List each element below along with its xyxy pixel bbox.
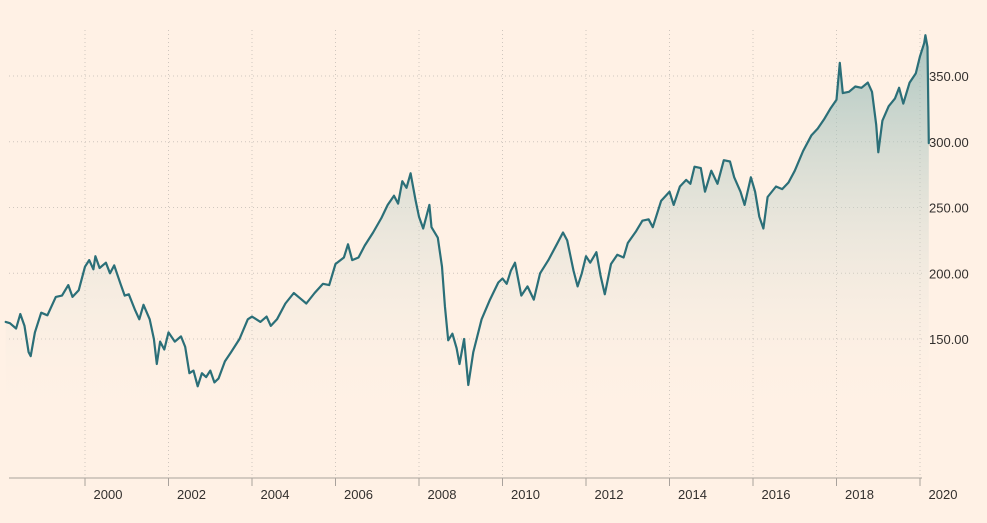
- x-tick-label: 2002: [177, 487, 206, 502]
- x-tick-label: 2006: [344, 487, 373, 502]
- x-tick-label: 2016: [762, 487, 791, 502]
- y-tick-label: 200.00: [929, 266, 969, 281]
- area-fill-layer: [5, 35, 929, 420]
- x-tick-label: 2004: [261, 487, 290, 502]
- y-tick-label: 150.00: [929, 332, 969, 347]
- x-tick-label: 2012: [595, 487, 624, 502]
- y-tick-label: 300.00: [929, 135, 969, 150]
- series-line: [4, 34, 930, 388]
- x-tick-label: 2010: [511, 487, 540, 502]
- x-tick-label: 2014: [678, 487, 707, 502]
- x-tick-label: 2018: [845, 487, 874, 502]
- series-line-layer: [4, 34, 930, 388]
- x-tick-label: 2000: [94, 487, 123, 502]
- y-tick-label: 250.00: [929, 201, 969, 216]
- series-area-fill: [5, 35, 929, 420]
- x-tick-label: 2008: [428, 487, 457, 502]
- y-tick-label: 350.00: [929, 69, 969, 84]
- axes: 150.00 200.00 250.00 300.00 350.00 2000 2002 20…: [9, 69, 969, 502]
- x-tick-label: 2020: [929, 487, 958, 502]
